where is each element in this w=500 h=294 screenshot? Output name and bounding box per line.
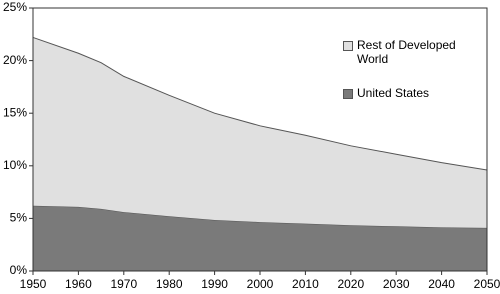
x-tick-label: 1960 (65, 277, 92, 291)
x-tick-label: 2030 (383, 277, 410, 291)
x-tick-label: 1950 (20, 277, 47, 291)
legend: Rest of Developed World United States (343, 38, 463, 120)
legend-item: Rest of Developed World (343, 38, 463, 66)
x-tick-label: 2010 (292, 277, 319, 291)
x-tick-label: 2040 (428, 277, 455, 291)
x-tick-label: 1970 (110, 277, 137, 291)
legend-label: United States (357, 86, 430, 100)
y-tick-label: 20% (3, 53, 27, 67)
area (33, 37, 487, 228)
x-tick-label: 1990 (201, 277, 228, 291)
area (33, 205, 487, 271)
legend-swatch (343, 41, 353, 51)
legend-item: United States (343, 86, 463, 100)
x-tick-label: 1980 (156, 277, 183, 291)
legend-swatch (343, 89, 353, 99)
area-edge (32, 36, 488, 171)
y-tick-label: 15% (3, 105, 27, 119)
y-tick-label: 10% (3, 158, 27, 172)
x-tick-label: 2000 (247, 277, 274, 291)
x-tick-label: 2020 (337, 277, 364, 291)
y-tick-label: 25% (3, 0, 27, 14)
legend-label: Rest of Developed World (357, 38, 456, 66)
y-tick-label: 5% (10, 211, 28, 225)
x-tick-label: 2050 (474, 277, 500, 291)
y-tick-label: 0% (10, 263, 28, 277)
